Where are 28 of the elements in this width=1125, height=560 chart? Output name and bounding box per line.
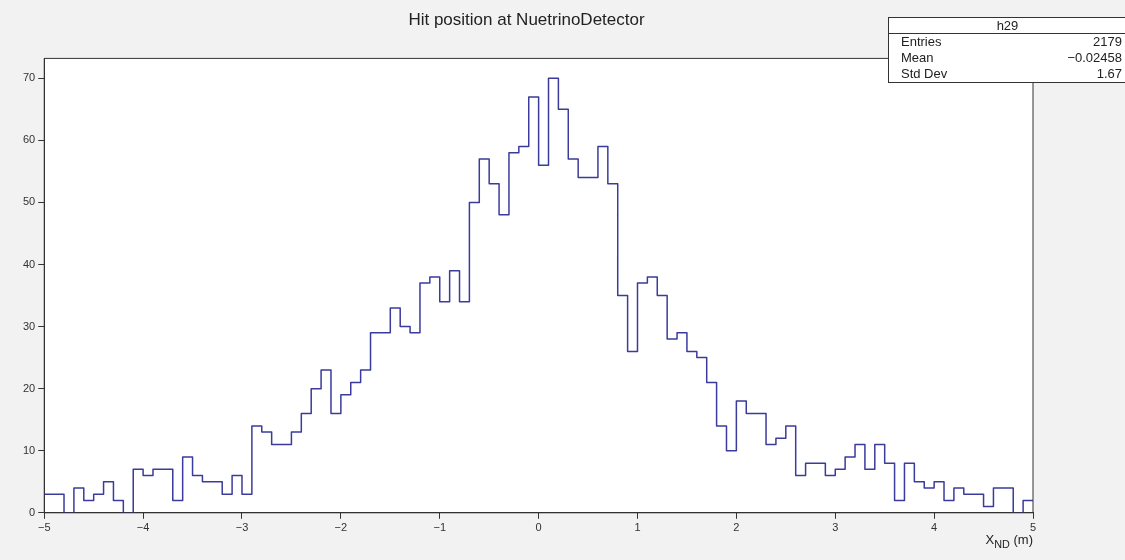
x-tick-label: −4 xyxy=(136,521,150,534)
x-axis-title: X$_{ND}$ (m) xyxy=(985,532,1033,550)
y-tick-label: 50 xyxy=(22,195,36,208)
annotation: Mean xyxy=(901,50,934,66)
x-tick-label: 0 xyxy=(535,521,542,534)
text: Entries xyxy=(901,34,942,50)
y-tick-label: 0 xyxy=(29,505,36,518)
y-tick-label: 10 xyxy=(22,443,36,456)
text: 1.67 xyxy=(1096,66,1122,82)
y-tick-label: 40 xyxy=(22,257,36,270)
x-tick-label: −1 xyxy=(433,521,447,534)
y-tick-label: 30 xyxy=(22,319,36,332)
y-tick-label: 70 xyxy=(22,71,36,84)
x-tick-label: 5 xyxy=(1029,521,1037,534)
x-tick-label: 2 xyxy=(733,521,740,534)
text: 2179 xyxy=(1093,34,1122,50)
annotation: Std Dev xyxy=(901,66,948,82)
y-tick-label: 20 xyxy=(22,381,36,394)
x-tick-label: 3 xyxy=(832,521,839,534)
x-tick-label: −3 xyxy=(235,521,249,534)
text: −0.02458 xyxy=(1067,50,1122,66)
x-tick-label: 1 xyxy=(634,521,641,534)
x-tick-label: 4 xyxy=(931,521,938,534)
y-tick-label: 60 xyxy=(22,133,36,146)
chart-title: Hit position at NuetrinoDetector xyxy=(408,9,645,29)
x-tick-label: −5 xyxy=(37,521,51,534)
text: h29 xyxy=(889,18,1125,34)
x-tick-label: −2 xyxy=(334,521,348,534)
